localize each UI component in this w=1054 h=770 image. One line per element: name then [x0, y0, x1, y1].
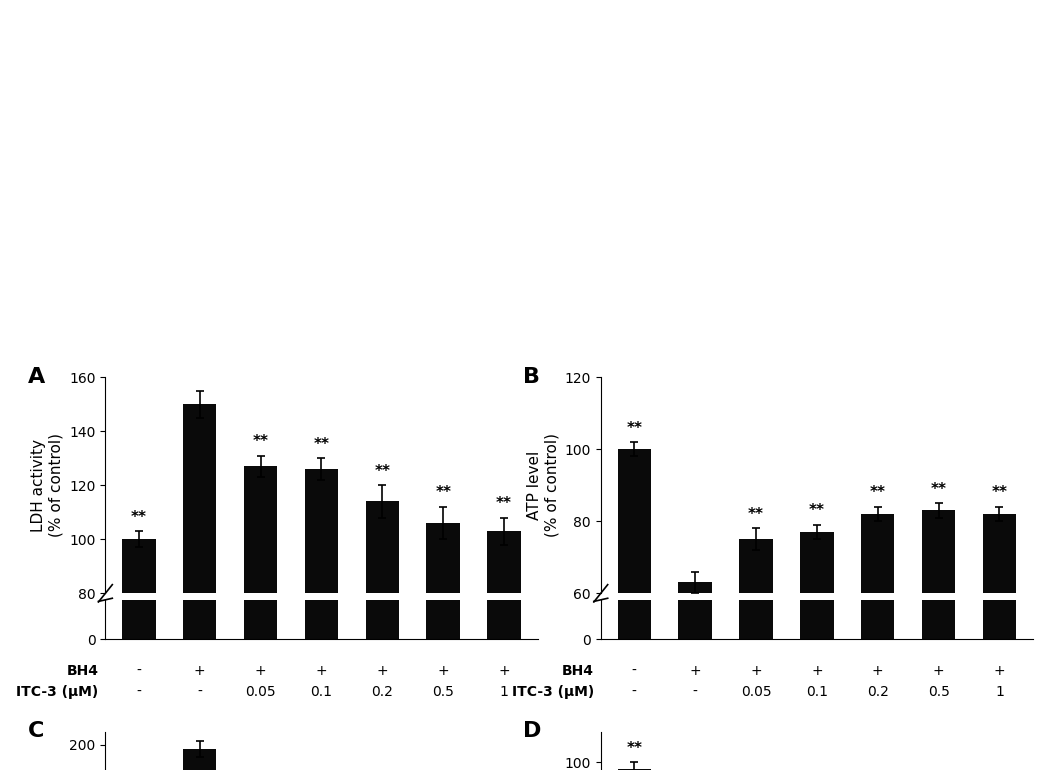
Bar	[487, 581, 521, 639]
Text: **: **	[992, 485, 1008, 501]
Text: -: -	[197, 685, 202, 699]
Bar	[305, 581, 338, 639]
Text: +: +	[499, 664, 510, 678]
Text: 1: 1	[500, 685, 508, 699]
Text: BH4: BH4	[562, 664, 593, 678]
Bar	[861, 514, 895, 770]
Bar	[618, 450, 651, 770]
Text: +: +	[750, 664, 762, 678]
Text: -: -	[136, 664, 141, 678]
Bar	[679, 582, 711, 770]
Text: -: -	[631, 664, 637, 678]
Text: +: +	[994, 664, 1006, 678]
Text: -: -	[631, 685, 637, 699]
Bar	[305, 469, 338, 770]
Text: **: **	[435, 485, 451, 501]
Text: ITC-3 (μM): ITC-3 (μM)	[511, 685, 593, 699]
Bar	[800, 581, 834, 639]
Text: +: +	[872, 664, 883, 678]
Text: **: **	[870, 485, 885, 501]
Bar	[618, 768, 651, 770]
Bar	[922, 581, 955, 639]
Bar	[982, 514, 1016, 770]
Bar	[122, 539, 156, 770]
Bar	[183, 581, 216, 639]
Text: 0.1: 0.1	[806, 685, 827, 699]
Bar	[243, 467, 277, 770]
Text: +: +	[811, 664, 823, 678]
Bar	[427, 523, 460, 770]
Text: +: +	[689, 664, 701, 678]
Text: -: -	[136, 685, 141, 699]
Bar	[739, 539, 773, 770]
Bar	[243, 581, 277, 639]
Text: -: -	[692, 685, 698, 699]
Text: +: +	[933, 664, 944, 678]
Bar	[982, 581, 1016, 639]
Bar	[183, 749, 216, 770]
Text: 0.2: 0.2	[371, 685, 393, 699]
Bar	[366, 581, 399, 639]
Bar	[366, 501, 399, 770]
Text: 0.5: 0.5	[928, 685, 950, 699]
Bar	[487, 531, 521, 770]
Text: B: B	[523, 367, 540, 387]
Text: 0.5: 0.5	[432, 685, 454, 699]
Text: **: **	[748, 507, 764, 522]
Text: **: **	[253, 434, 269, 449]
Text: +: +	[315, 664, 328, 678]
Text: BH4: BH4	[66, 664, 98, 678]
Y-axis label: ATP level
(% of control): ATP level (% of control)	[527, 434, 559, 537]
Bar	[861, 581, 895, 639]
Text: +: +	[437, 664, 449, 678]
Text: 0.1: 0.1	[311, 685, 332, 699]
Bar	[679, 581, 711, 639]
Text: ITC-3 (μM): ITC-3 (μM)	[16, 685, 98, 699]
Text: **: **	[374, 464, 390, 479]
Bar	[618, 581, 651, 639]
Bar	[122, 581, 156, 639]
Text: +: +	[255, 664, 267, 678]
Text: +: +	[376, 664, 388, 678]
Y-axis label: LDH activity
(% of control): LDH activity (% of control)	[32, 434, 63, 537]
Text: **: **	[496, 496, 512, 511]
Text: **: **	[313, 437, 330, 452]
Text: 1: 1	[995, 685, 1003, 699]
Text: **: **	[931, 482, 946, 497]
Bar	[427, 581, 460, 639]
Text: D: D	[523, 721, 542, 741]
Text: **: **	[131, 510, 147, 524]
Text: 0.2: 0.2	[866, 685, 889, 699]
Text: **: **	[626, 420, 642, 436]
Text: A: A	[27, 367, 45, 387]
Text: 0.05: 0.05	[741, 685, 772, 699]
Text: +: +	[194, 664, 206, 678]
Bar	[800, 532, 834, 770]
Text: 0.05: 0.05	[246, 685, 276, 699]
Text: C: C	[27, 721, 44, 741]
Text: **: **	[808, 504, 825, 518]
Text: **: **	[626, 741, 642, 756]
Bar	[183, 404, 216, 770]
Bar	[922, 511, 955, 770]
Bar	[739, 581, 773, 639]
